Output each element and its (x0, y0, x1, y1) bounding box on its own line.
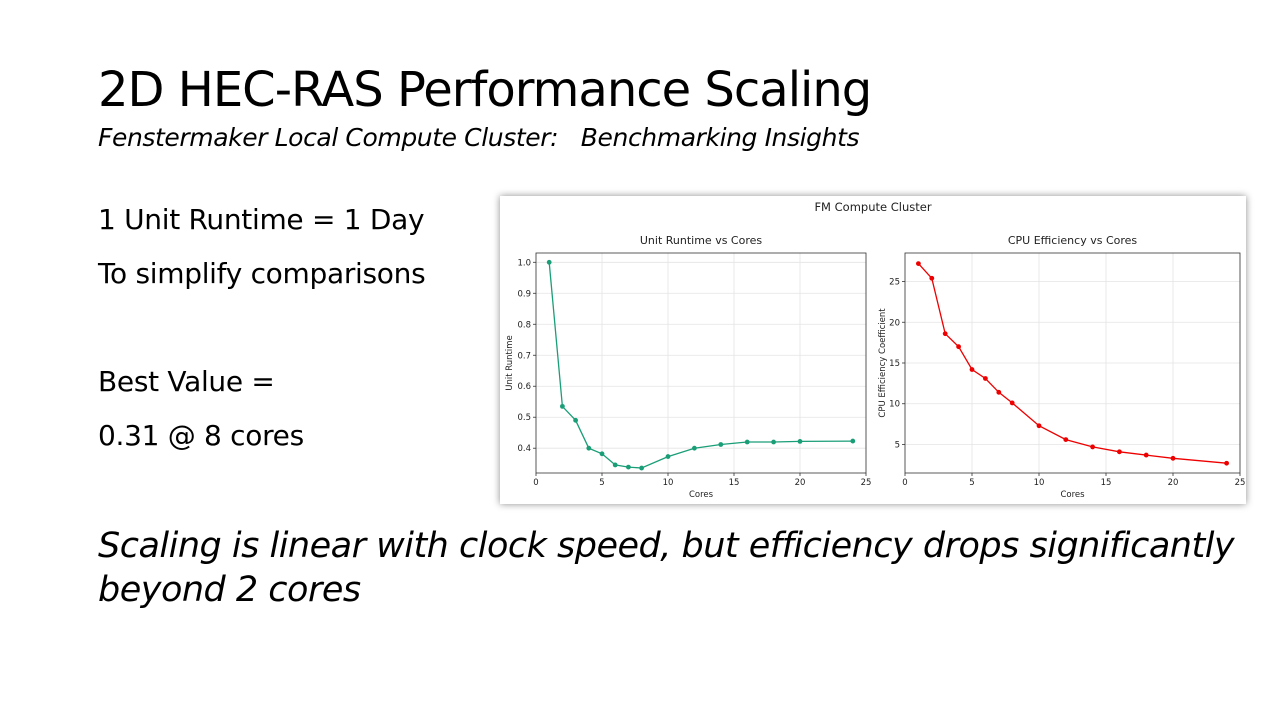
data-point (969, 367, 975, 372)
chart-svg: FM Compute Cluster 0 5 10 15 20 25 0.4 0.5 0.6 0.… (505, 200, 1245, 500)
slide-subtitle: Fenstermaker Local Compute Cluster: Benc… (98, 123, 860, 152)
data-point (639, 465, 644, 471)
x-tick-label: 0 (902, 478, 907, 488)
y-tick-label: 15 (889, 359, 900, 369)
y-tick-label: 0.7 (517, 351, 531, 361)
data-point (665, 454, 671, 459)
x-tick-label: 0 (533, 478, 538, 488)
y-tick-label: 10 (889, 400, 900, 410)
bullet-unit-runtime: 1 Unit Runtime = 1 Day (98, 203, 425, 236)
slide-title: 2D HEC-RAS Performance Scaling (98, 62, 872, 118)
data-point (797, 438, 803, 444)
data-point (1090, 444, 1095, 450)
y-tick-label: 20 (889, 318, 900, 328)
series-line (917, 263, 1227, 464)
chart-title: Unit Runtime vs Cores (640, 234, 763, 247)
data-point (1063, 437, 1069, 442)
data-point (546, 259, 552, 265)
y-axis-label: CPU Efficiency Coefficient (878, 308, 888, 418)
data-point (1117, 449, 1122, 455)
figure-suptitle: FM Compute Cluster (814, 200, 931, 214)
x-tick-label: 25 (1235, 478, 1246, 488)
data-point (996, 389, 1002, 395)
data-point (916, 261, 921, 266)
x-tick-label: 15 (1101, 478, 1112, 488)
plot-frame (535, 252, 867, 474)
y-tick-label: 25 (889, 278, 900, 288)
x-tick-label: 25 (861, 478, 872, 488)
x-tick-label: 5 (599, 478, 604, 488)
slide-conclusion: Scaling is linear with clock speed, but … (98, 526, 1235, 610)
data-point (1009, 400, 1015, 406)
data-point (1036, 423, 1042, 429)
data-point (599, 451, 605, 457)
x-tick-label: 10 (663, 478, 674, 488)
data-point (744, 439, 750, 445)
data-point (850, 438, 856, 444)
y-tick-label: 0.9 (517, 289, 531, 299)
chart-panel-efficiency: 0 5 10 15 20 25 5 10 15 20 25 CPU Efficiency vs Cor… (878, 234, 1245, 500)
x-tick-label: 5 (969, 478, 974, 488)
x-tick-label: 20 (795, 478, 806, 488)
data-point (692, 445, 697, 451)
data-point (929, 275, 935, 281)
data-point (1143, 452, 1149, 458)
data-point (612, 462, 618, 468)
data-point (586, 445, 592, 451)
y-tick-label: 0.5 (517, 413, 531, 423)
bullet-best-value-detail: 0.31 @ 8 cores (98, 419, 304, 452)
data-point (626, 464, 631, 470)
bullet-best-value: Best Value = (98, 365, 275, 398)
data-point (1224, 460, 1229, 466)
x-axis-label: Cores (689, 490, 714, 500)
chart-title: CPU Efficiency vs Cores (1008, 234, 1138, 247)
y-tick-label: 0.6 (517, 382, 531, 392)
data-point (983, 376, 988, 381)
chart-figure: FM Compute Cluster 0 5 10 15 20 25 0.4 0.5 0.6 0.… (500, 196, 1246, 504)
y-tick-label: 5 (895, 440, 900, 450)
data-point (573, 417, 578, 423)
x-tick-label: 10 (1034, 478, 1045, 488)
x-axis-label: Cores (1060, 490, 1085, 500)
data-point (771, 439, 776, 445)
chart-panel-runtime: 0 5 10 15 20 25 0.4 0.5 0.6 0.7 0.8 0.9 1.0 Unit Runt… (505, 234, 871, 500)
y-tick-label: 0.4 (517, 444, 531, 454)
bullet-simplify: To simplify comparisons (98, 257, 426, 290)
x-tick-label: 20 (1168, 478, 1179, 488)
y-axis-label: Unit Runtime (505, 335, 515, 391)
data-point (956, 344, 961, 350)
data-point (1170, 455, 1176, 461)
data-point (942, 331, 948, 337)
x-tick-label: 15 (729, 478, 740, 488)
y-tick-label: 0.8 (517, 320, 531, 330)
data-point (560, 403, 565, 409)
y-tick-label: 1.0 (517, 258, 531, 268)
data-point (718, 442, 724, 447)
